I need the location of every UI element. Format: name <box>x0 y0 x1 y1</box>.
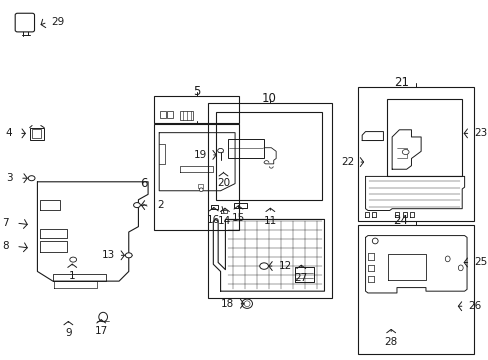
Text: 6: 6 <box>140 177 147 190</box>
Text: 21: 21 <box>393 76 408 89</box>
Bar <box>198 184 203 188</box>
Bar <box>154 125 239 230</box>
Text: 28: 28 <box>384 337 397 347</box>
Bar <box>386 99 461 176</box>
Text: 16: 16 <box>207 215 220 225</box>
Text: 1: 1 <box>69 271 75 281</box>
Text: 24: 24 <box>392 214 407 227</box>
Ellipse shape <box>371 238 377 244</box>
Circle shape <box>402 149 408 154</box>
Ellipse shape <box>242 299 252 309</box>
Text: 25: 25 <box>473 257 487 267</box>
Bar <box>358 225 473 354</box>
Text: 17: 17 <box>94 326 108 336</box>
Ellipse shape <box>99 312 107 321</box>
Bar <box>215 112 322 200</box>
Text: 20: 20 <box>217 178 229 188</box>
Bar <box>166 111 172 118</box>
Text: 3: 3 <box>6 173 13 183</box>
Text: 15: 15 <box>231 213 244 223</box>
Text: 27: 27 <box>294 273 307 283</box>
Text: 18: 18 <box>221 299 234 309</box>
Text: 19: 19 <box>193 150 206 160</box>
Text: 2: 2 <box>157 200 163 210</box>
Text: 22: 22 <box>340 157 354 167</box>
Text: 7: 7 <box>2 218 9 228</box>
Bar <box>32 130 41 138</box>
FancyBboxPatch shape <box>15 13 35 32</box>
Circle shape <box>70 257 77 262</box>
Circle shape <box>28 176 35 181</box>
Bar <box>208 103 331 298</box>
Circle shape <box>217 148 223 153</box>
Text: 14: 14 <box>218 216 231 226</box>
Text: 13: 13 <box>101 250 114 260</box>
Text: 9: 9 <box>65 328 72 338</box>
Circle shape <box>259 263 268 269</box>
Ellipse shape <box>445 256 449 262</box>
Bar <box>358 87 473 221</box>
Text: 23: 23 <box>473 129 487 138</box>
Bar <box>179 111 193 120</box>
Bar <box>160 111 165 118</box>
Bar <box>227 139 264 158</box>
Text: 10: 10 <box>262 92 276 105</box>
Circle shape <box>125 253 132 258</box>
Ellipse shape <box>457 265 462 271</box>
Bar <box>30 128 44 140</box>
Circle shape <box>133 203 140 208</box>
Ellipse shape <box>244 301 249 307</box>
Ellipse shape <box>199 188 203 192</box>
Text: 4: 4 <box>5 129 12 138</box>
Text: 5: 5 <box>192 85 200 98</box>
Text: 12: 12 <box>278 261 291 271</box>
Text: 29: 29 <box>51 17 65 27</box>
Text: 26: 26 <box>468 301 481 311</box>
Text: 11: 11 <box>263 216 276 226</box>
Bar <box>154 96 239 123</box>
Text: 8: 8 <box>2 241 9 251</box>
